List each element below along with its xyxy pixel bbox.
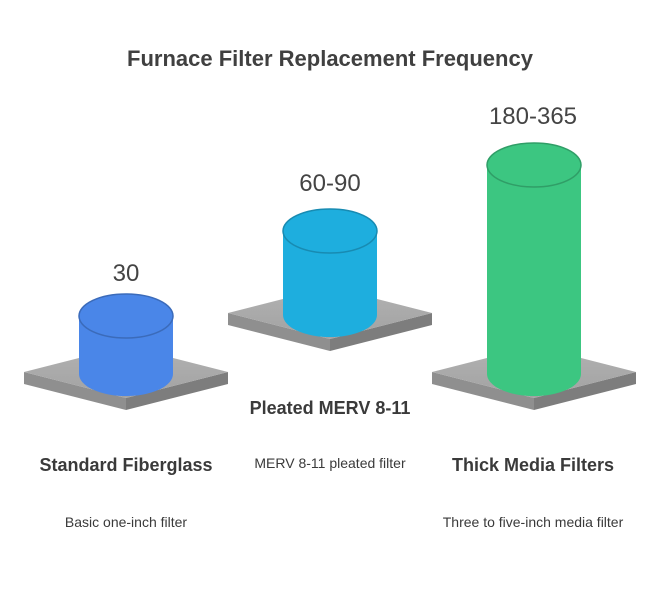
category-description-pleated-merv: MERV 8-11 pleated filter — [254, 455, 406, 471]
base-side-right-standard-fiberglass — [126, 372, 228, 410]
category-label-thick-media: Thick Media Filters — [451, 455, 615, 475]
base-side-right-pleated-merv — [330, 313, 432, 351]
category-label-pleated-merv: Pleated MERV 8-11 — [249, 398, 411, 418]
bar-cylinder-thick-media — [487, 165, 581, 396]
bar-cylinder-standard-fiberglass — [79, 316, 173, 396]
value-label-standard-fiberglass: 30 — [112, 260, 140, 287]
base-side-left-standard-fiberglass — [24, 372, 126, 410]
category-description-thick-media: Three to five-inch media filter — [442, 514, 624, 530]
chart-title: Furnace Filter Replacement Frequency — [127, 46, 533, 71]
value-label-thick-media: 180-365 — [488, 103, 578, 130]
base-side-left-pleated-merv — [228, 313, 330, 351]
bar-cylinder-pleated-merv — [283, 231, 377, 337]
bar-cylinder-top-thick-media — [486, 142, 582, 188]
bar-cylinder-top-pleated-merv — [282, 208, 378, 254]
bar-cylinder-top-standard-fiberglass — [78, 293, 174, 339]
category-label-standard-fiberglass: Standard Fiberglass — [39, 455, 213, 475]
value-label-pleated-merv: 60-90 — [299, 170, 361, 197]
base-side-right-thick-media — [534, 372, 636, 410]
category-description-standard-fiberglass: Basic one-inch filter — [64, 514, 188, 530]
base-side-left-thick-media — [432, 372, 534, 410]
